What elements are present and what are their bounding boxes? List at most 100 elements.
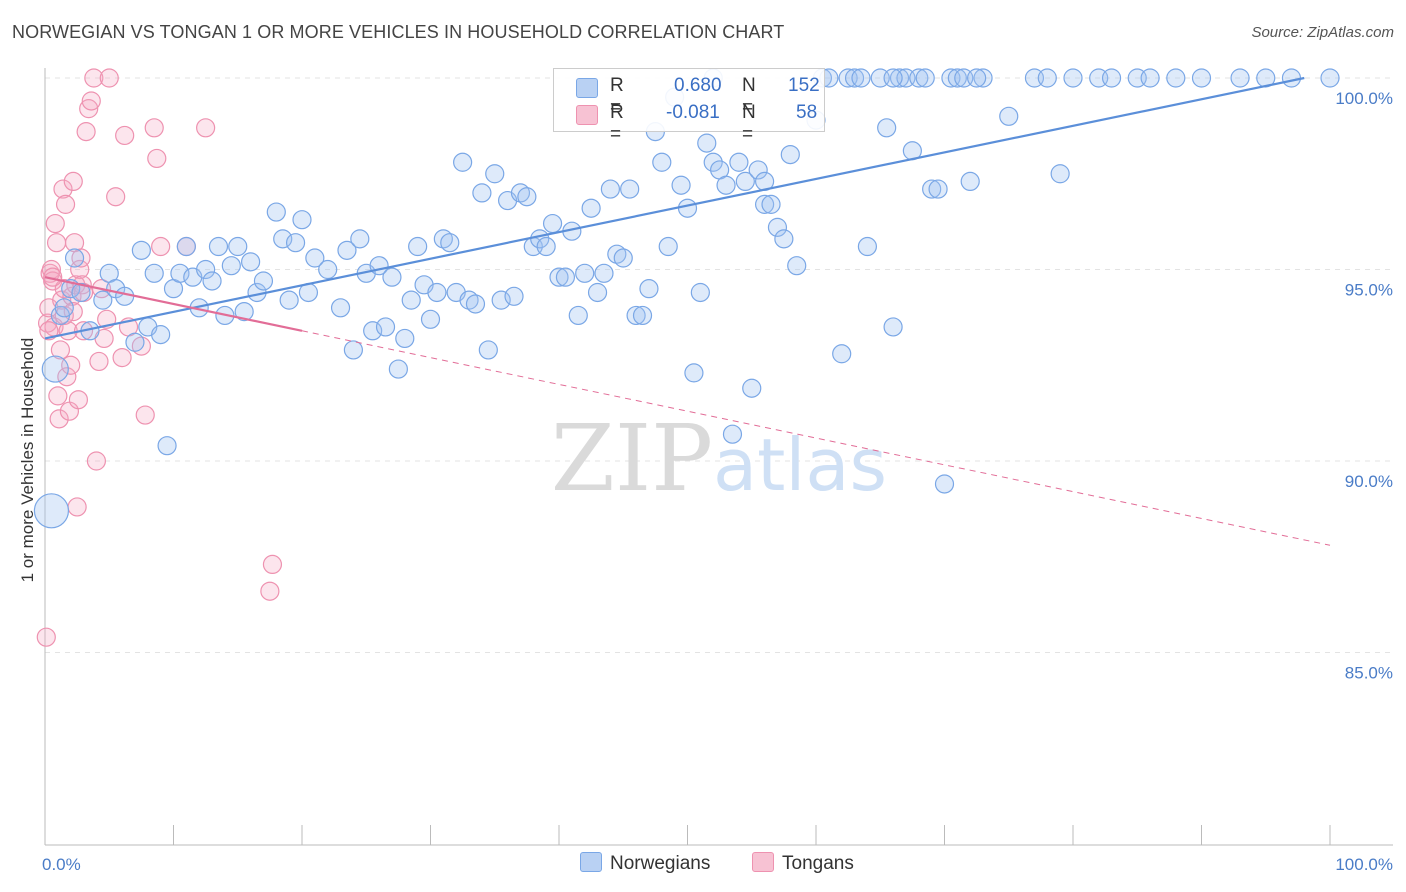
tongan-point bbox=[89, 351, 109, 372]
tongan-point bbox=[106, 187, 126, 207]
norwegian-point bbox=[382, 267, 402, 287]
norwegian-point bbox=[787, 256, 807, 276]
norwegian-point bbox=[1063, 68, 1083, 88]
n-label: N = bbox=[742, 102, 756, 145]
tongan-point bbox=[262, 554, 283, 575]
norwegian-point bbox=[221, 256, 241, 276]
norwegian-point bbox=[536, 236, 556, 257]
norwegian-point bbox=[690, 282, 710, 303]
norwegian-point bbox=[115, 286, 135, 306]
correlation-legend: R = 0.680 N = 152 R = -0.081 N = 58 bbox=[553, 68, 825, 145]
norwegian-point bbox=[1050, 164, 1070, 184]
tongan-point bbox=[63, 171, 83, 192]
tongan-point bbox=[81, 91, 101, 111]
norwegian-point bbox=[504, 286, 524, 306]
norwegian-point bbox=[491, 290, 511, 310]
norwegian-point bbox=[780, 145, 800, 165]
norwegian-point bbox=[472, 183, 492, 203]
norwegian-point bbox=[157, 436, 177, 456]
norwegian-point bbox=[671, 175, 691, 195]
norwegian-point bbox=[1166, 68, 1186, 88]
norwegian-point bbox=[144, 263, 164, 283]
norwegians-swatch bbox=[580, 852, 602, 872]
tongan-point bbox=[68, 390, 89, 410]
tongan-point bbox=[71, 248, 91, 268]
norwegian-point bbox=[93, 290, 113, 310]
tongans-swatch bbox=[752, 852, 774, 872]
norwegian-point bbox=[594, 263, 614, 283]
tongan-point bbox=[67, 497, 87, 517]
norwegian-point bbox=[748, 160, 768, 180]
norwegian-point bbox=[754, 194, 775, 214]
norwegian-point bbox=[889, 68, 910, 88]
norwegian-point bbox=[375, 317, 396, 337]
norwegian-point bbox=[555, 267, 576, 287]
y-tick-label: 95.0% bbox=[1345, 281, 1393, 300]
norwegian-point bbox=[1140, 68, 1160, 88]
tongan-point bbox=[86, 451, 107, 471]
norwegian-point bbox=[363, 321, 383, 341]
norwegian-point bbox=[41, 355, 69, 383]
norwegian-point bbox=[575, 263, 595, 283]
norwegian-point bbox=[202, 271, 222, 291]
norwegian-point bbox=[234, 302, 254, 322]
tongan-point bbox=[79, 99, 99, 119]
norwegian-point bbox=[549, 267, 569, 287]
norwegian-point bbox=[485, 164, 505, 184]
tongan-point bbox=[53, 179, 73, 199]
tongan-point bbox=[45, 213, 65, 234]
norwegian-point bbox=[677, 198, 698, 218]
norwegian-point bbox=[922, 179, 942, 199]
norwegian-point bbox=[909, 68, 929, 88]
norwegian-point bbox=[1281, 68, 1302, 88]
norwegian-point bbox=[742, 378, 762, 398]
norwegian-point bbox=[253, 271, 274, 291]
norwegian-point bbox=[151, 325, 171, 345]
norwegian-point bbox=[934, 474, 955, 494]
norwegian-point bbox=[1320, 68, 1340, 88]
legend-item-norwegians[interactable]: Norwegians bbox=[580, 852, 710, 875]
norwegian-point bbox=[652, 152, 672, 172]
norwegian-point bbox=[703, 152, 723, 172]
tongan-point bbox=[50, 340, 71, 360]
norwegian-point bbox=[125, 332, 145, 352]
norwegian-point bbox=[774, 229, 794, 249]
tongan-point bbox=[46, 233, 67, 253]
tongan-point bbox=[55, 194, 76, 214]
norwegian-point bbox=[33, 493, 70, 529]
tongans-swatch bbox=[576, 105, 598, 125]
norwegian-point bbox=[568, 305, 588, 326]
legend-label-norwegians: Norwegians bbox=[610, 853, 711, 874]
tongan-trend-line bbox=[44, 276, 303, 332]
norwegian-point bbox=[343, 340, 363, 360]
norwegian-point bbox=[832, 344, 852, 364]
norwegian-point bbox=[273, 229, 293, 249]
norwegian-point bbox=[877, 118, 897, 138]
norwegian-point bbox=[767, 217, 788, 237]
norwegian-point bbox=[401, 290, 421, 310]
norwegian-point bbox=[761, 194, 781, 214]
norwegian-point bbox=[350, 229, 370, 249]
tongans-n-value: 58 bbox=[796, 102, 818, 123]
norwegian-point bbox=[64, 248, 85, 268]
norwegian-point bbox=[517, 187, 537, 207]
source-label: Source: ZipAtlas.com bbox=[1251, 24, 1394, 41]
tongan-point bbox=[151, 236, 171, 257]
norwegian-point bbox=[857, 236, 878, 257]
norwegian-point bbox=[632, 305, 653, 326]
tongan-point bbox=[144, 118, 164, 138]
legend-item-tongans[interactable]: Tongans bbox=[752, 852, 854, 875]
data-points bbox=[33, 68, 1340, 647]
norwegian-point bbox=[318, 259, 338, 280]
norwegian-point bbox=[1101, 68, 1122, 88]
norwegians-n-value: 152 bbox=[788, 75, 820, 96]
norwegian-point bbox=[71, 282, 91, 303]
norwegians-r-value: 0.680 bbox=[674, 75, 722, 96]
legend-label-tongans: Tongans bbox=[782, 853, 854, 874]
norwegian-point bbox=[735, 171, 755, 192]
trend-lines bbox=[44, 76, 1331, 546]
axes bbox=[44, 68, 1393, 846]
norwegian-point bbox=[844, 68, 865, 88]
norwegian-point bbox=[408, 236, 428, 257]
norwegian-point bbox=[620, 179, 640, 199]
